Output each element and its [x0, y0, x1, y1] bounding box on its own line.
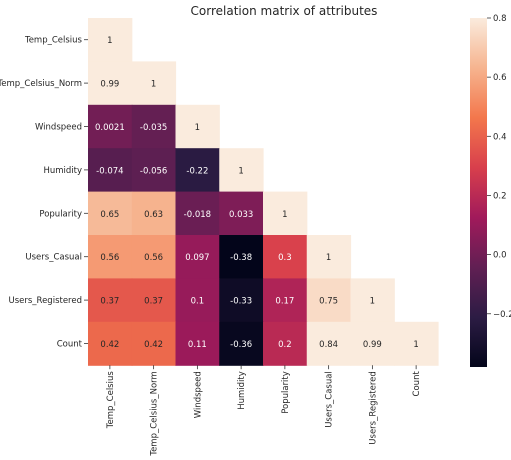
cell-value-label: 0.63: [144, 210, 163, 220]
cell-value-label: -0.22: [186, 166, 208, 176]
heatmap-cell: [219, 148, 264, 193]
heatmap-cell: [394, 321, 439, 366]
heatmap-cell: [131, 104, 177, 149]
cell-value-label: -0.035: [140, 123, 167, 133]
heatmap-cell: [88, 191, 133, 236]
heatmap-cell: [263, 321, 308, 366]
heatmap-cell: [306, 278, 352, 323]
cell-value-label: -0.056: [140, 166, 167, 176]
heatmap-cell: [263, 191, 308, 236]
y-tick-label: Temp_Celsius: [24, 36, 83, 46]
x-tick-label: Popularity: [281, 371, 291, 414]
cell-value-label: 0.37: [100, 297, 119, 307]
cell-value-label: 1: [326, 253, 331, 263]
y-tick-label: Users_Registered: [9, 296, 83, 306]
x-tick-label: Count: [412, 371, 422, 397]
cell-value-label: 0.99: [100, 80, 119, 90]
heatmap-cell: [88, 148, 133, 193]
cell-value-label: 0.0021: [95, 123, 125, 133]
cell-value-label: -0.36: [230, 340, 252, 350]
cell-value-label: 0.99: [363, 340, 382, 350]
heatmap-cell: [88, 321, 133, 366]
cell-value-label: 0.3: [278, 253, 292, 263]
cell-value-label: 1: [238, 166, 243, 176]
cell-value-label: -0.074: [96, 166, 123, 176]
cell-value-label: 0.42: [144, 340, 163, 350]
heatmap-cell: [131, 321, 177, 366]
colorbar-tick-label: 0.8: [493, 14, 507, 24]
cell-value-label: 0.097: [185, 253, 209, 263]
heatmap-cell: [131, 191, 177, 236]
cell-value-label: 0.033: [229, 210, 253, 220]
cell-value-label: 1: [195, 123, 200, 133]
x-tick-label: Humidity: [237, 371, 247, 410]
colorbar-tick-label: 0.6: [493, 73, 507, 83]
heatmap-cell: [306, 321, 352, 366]
heatmap-cell: [350, 321, 395, 366]
chart-title: Correlation matrix of attributes: [190, 4, 378, 18]
heatmap-cell: [175, 235, 220, 279]
heatmap-cell: [175, 191, 220, 236]
colorbar: [470, 18, 487, 367]
cell-value-label: 0.1: [191, 297, 205, 307]
heatmap-cell: [131, 278, 177, 323]
heatmap-cell: [88, 61, 133, 106]
heatmap-cell: [131, 235, 177, 279]
heatmap-cell: [175, 104, 220, 149]
heatmap-cell: [175, 321, 220, 366]
y-tick-label: Count: [57, 340, 83, 350]
colorbar-tick-label: −0.2: [493, 310, 511, 320]
cell-value-label: 0.42: [100, 340, 119, 350]
cell-value-label: 1: [282, 210, 287, 220]
heatmap-cell: [350, 278, 395, 323]
cell-value-label: 0.56: [144, 253, 163, 263]
colorbar-tick-label: 0.2: [493, 191, 507, 201]
cell-value-label: 1: [107, 36, 112, 46]
heatmap-cell: [263, 235, 308, 279]
colorbar-tick-label: 0.0: [493, 251, 507, 261]
x-tick-label: Temp_Celsius_Norm: [150, 371, 160, 456]
heatmap-cell: [306, 235, 352, 279]
colorbar-tick-label: 0.4: [493, 132, 507, 142]
y-tick-label: Users_Casual: [25, 253, 82, 263]
heatmap-cell: [88, 278, 133, 323]
cell-value-label: 0.75: [319, 297, 338, 307]
y-tick-label: Windspeed: [35, 123, 82, 133]
y-tick-label: Humidity: [43, 166, 82, 176]
y-tick-label: Temp_Celsius_Norm: [0, 79, 82, 89]
heatmap-cell: [131, 61, 177, 106]
heatmap-cell: [219, 321, 264, 366]
cell-value-label: 0.37: [144, 297, 163, 307]
cell-value-label: 0.11: [188, 340, 207, 350]
cell-value-label: 1: [370, 297, 375, 307]
x-tick-label: Temp_Celsius: [106, 371, 116, 430]
cell-value-label: -0.38: [230, 253, 252, 263]
heatmap-cell: [88, 104, 133, 149]
heatmap-cell: [88, 235, 133, 279]
heatmap-cell: [175, 148, 220, 193]
cell-value-label: -0.33: [230, 297, 252, 307]
heatmap-cell: [175, 278, 220, 323]
x-tick-label: Users_Registered: [368, 371, 378, 445]
cell-value-label: 0.65: [100, 210, 119, 220]
y-tick-label: Popularity: [39, 209, 82, 219]
cell-value-label: 1: [413, 340, 418, 350]
heatmap-cell: [131, 148, 177, 193]
cell-value-label: -0.018: [184, 210, 211, 220]
x-tick-label: Windspeed: [193, 371, 203, 418]
cell-value-label: 0.56: [100, 253, 119, 263]
heatmap-cell: [88, 18, 133, 62]
heatmap-cell: [219, 235, 264, 279]
x-tick-label: Users_Casual: [325, 371, 335, 428]
heatmap-cell: [219, 191, 264, 236]
heatmap-cell: [263, 278, 308, 323]
heatmap-cell: [219, 278, 264, 323]
cell-value-label: 0.2: [278, 340, 292, 350]
cell-value-label: 0.17: [275, 297, 294, 307]
cell-value-label: 1: [151, 80, 156, 90]
cell-value-label: 0.84: [319, 340, 338, 350]
